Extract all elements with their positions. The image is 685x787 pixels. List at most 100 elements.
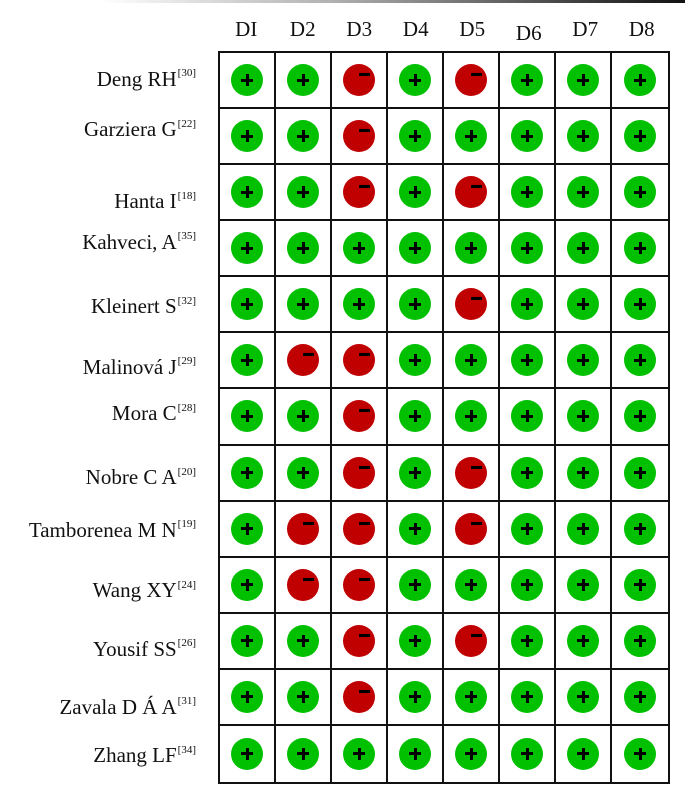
low-risk-plus-icon xyxy=(343,737,375,770)
high-risk-minus-icon xyxy=(455,456,487,489)
grid-cell xyxy=(388,389,444,446)
low-risk-plus-icon xyxy=(624,680,656,713)
grid-cell xyxy=(220,53,276,110)
grid-cell xyxy=(332,725,388,782)
study-label: Zavala D Á A [31] xyxy=(0,679,200,735)
high-risk-minus-icon xyxy=(455,176,487,209)
grid-cell xyxy=(500,445,556,502)
grid-cell xyxy=(388,501,444,558)
low-risk-plus-icon xyxy=(624,232,656,265)
grid-cell xyxy=(556,277,612,334)
low-risk-plus-icon xyxy=(231,176,263,209)
grid-cell xyxy=(556,109,612,166)
grid-cell xyxy=(556,445,612,502)
grid-cell xyxy=(556,725,612,782)
grid-cell xyxy=(388,557,444,614)
low-risk-plus-icon xyxy=(287,64,319,97)
grid-cell xyxy=(500,669,556,726)
grid-cell xyxy=(444,389,500,446)
low-risk-plus-icon xyxy=(624,120,656,153)
grid-cell xyxy=(276,501,332,558)
study-label: Zhang LF [34] xyxy=(0,728,200,784)
low-risk-plus-icon xyxy=(287,624,319,657)
grid-cell xyxy=(500,109,556,166)
study-name: Yousif SS xyxy=(93,636,177,661)
study-name: Zavala D Á A xyxy=(59,694,177,719)
study-name: Deng RH xyxy=(96,66,177,91)
low-risk-plus-icon xyxy=(399,512,431,545)
low-risk-plus-icon xyxy=(455,232,487,265)
grid-cell xyxy=(444,669,500,726)
low-risk-plus-icon xyxy=(567,176,599,209)
low-risk-plus-icon xyxy=(399,120,431,153)
high-risk-minus-icon xyxy=(343,344,375,377)
high-risk-minus-icon xyxy=(455,512,487,545)
grid-cell xyxy=(444,53,500,110)
grid-cell xyxy=(276,613,332,670)
low-risk-plus-icon xyxy=(399,456,431,489)
low-risk-plus-icon xyxy=(567,120,599,153)
high-risk-minus-icon xyxy=(287,568,319,601)
low-risk-plus-icon xyxy=(287,400,319,433)
column-header-d7: D7 xyxy=(572,17,599,41)
grid-cell xyxy=(220,501,276,558)
low-risk-plus-icon xyxy=(511,568,543,601)
study-reference: [24] xyxy=(177,578,196,591)
study-name: Hanta I xyxy=(114,189,177,214)
low-risk-plus-icon xyxy=(567,680,599,713)
grid-cell xyxy=(220,613,276,670)
low-risk-plus-icon xyxy=(624,64,656,97)
low-risk-plus-icon xyxy=(511,456,543,489)
grid-cell xyxy=(220,165,276,222)
low-risk-plus-icon xyxy=(624,737,656,770)
column-header-d3: D3 xyxy=(346,17,373,41)
grid-cell xyxy=(444,109,500,166)
grid-cell xyxy=(612,333,668,390)
low-risk-plus-icon xyxy=(455,737,487,770)
grid-cell xyxy=(556,165,612,222)
grid-cell xyxy=(500,389,556,446)
grid-cell xyxy=(332,109,388,166)
low-risk-plus-icon xyxy=(231,624,263,657)
grid-cell xyxy=(556,669,612,726)
low-risk-plus-icon xyxy=(567,400,599,433)
grid-cell xyxy=(388,613,444,670)
study-reference: [35] xyxy=(177,230,196,243)
study-label: Nobre C A [20] xyxy=(0,450,200,506)
grid-cell xyxy=(500,501,556,558)
grid-cell xyxy=(332,221,388,278)
high-risk-minus-icon xyxy=(343,120,375,153)
low-risk-plus-icon xyxy=(624,456,656,489)
low-risk-plus-icon xyxy=(624,624,656,657)
grid-cell xyxy=(444,221,500,278)
low-risk-plus-icon xyxy=(455,568,487,601)
high-risk-minus-icon xyxy=(287,344,319,377)
grid-cell xyxy=(444,613,500,670)
study-name: Mora C xyxy=(111,401,177,426)
study-label: Malinová J [29] xyxy=(0,339,200,395)
high-risk-minus-icon xyxy=(343,680,375,713)
risk-of-bias-grid xyxy=(218,51,670,784)
low-risk-plus-icon xyxy=(231,64,263,97)
grid-cell xyxy=(444,501,500,558)
grid-cell xyxy=(220,725,276,782)
column-header-d6: D6 xyxy=(515,21,542,45)
low-risk-plus-icon xyxy=(287,288,319,321)
high-risk-minus-icon xyxy=(343,568,375,601)
grid-cell xyxy=(332,53,388,110)
grid-cell xyxy=(388,725,444,782)
grid-cell xyxy=(276,669,332,726)
high-risk-minus-icon xyxy=(343,400,375,433)
grid-cell xyxy=(332,277,388,334)
grid-cell xyxy=(500,333,556,390)
grid-cell xyxy=(388,277,444,334)
low-risk-plus-icon xyxy=(511,344,543,377)
grid-cell xyxy=(276,109,332,166)
grid-cell xyxy=(276,165,332,222)
column-header-d8: D8 xyxy=(628,17,655,41)
study-label: Hanta I [18] xyxy=(0,174,200,230)
grid-cell xyxy=(220,333,276,390)
low-risk-plus-icon xyxy=(399,400,431,433)
grid-cell xyxy=(500,165,556,222)
study-reference: [18] xyxy=(177,189,196,202)
